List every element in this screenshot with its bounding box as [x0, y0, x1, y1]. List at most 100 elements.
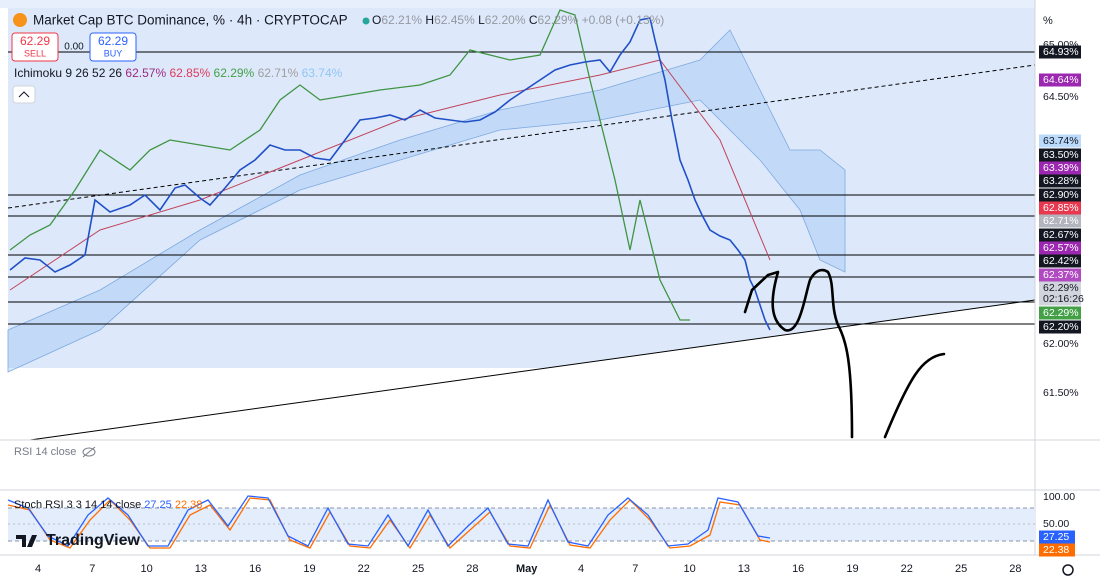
- market-status: [362, 17, 370, 25]
- rsi-legend[interactable]: RSI 14 close: [14, 446, 76, 458]
- ohlc-key: H: [425, 13, 434, 27]
- price-label-bg: [1039, 201, 1081, 215]
- buy-price: 62.29: [98, 34, 128, 48]
- sell-label: SELL: [24, 48, 46, 58]
- price-label: 62.90%: [1043, 189, 1079, 201]
- time-label: 4: [578, 563, 584, 575]
- time-label: 13: [738, 563, 750, 575]
- time-label: 25: [955, 563, 967, 575]
- dashed-trendline: [7, 64, 1036, 209]
- sell-button[interactable]: [11, 32, 59, 62]
- price-line: [9, 17, 771, 331]
- ichimoku-value: 62.85%: [169, 66, 210, 80]
- price-label-bg: [1039, 161, 1081, 175]
- hidden-eye-slash: [82, 446, 96, 458]
- stoch-d-label: 22.38: [1043, 544, 1069, 556]
- price-unit[interactable]: %: [1043, 15, 1053, 27]
- price-label: 62.37%: [1043, 269, 1079, 281]
- hidden-eye-icon[interactable]: [82, 447, 96, 457]
- price-label-bg: [1039, 214, 1081, 228]
- price-label: 62.85%: [1043, 202, 1079, 214]
- settings-icon[interactable]: [1062, 564, 1074, 576]
- price-label: 62.71%: [1043, 215, 1079, 227]
- price-label: 63.39%: [1043, 162, 1079, 174]
- time-label: 10: [140, 563, 152, 575]
- price-label-bg: [1039, 306, 1081, 320]
- price-label: 63.28%: [1043, 175, 1079, 187]
- ohlc-value: 62.21%: [381, 13, 422, 27]
- time-label: 22: [901, 563, 913, 575]
- stoch-axis-label: 50.00: [1043, 518, 1069, 530]
- ichimoku-value: 63.74%: [302, 66, 343, 80]
- stoch-d-label-bg: [1039, 543, 1075, 557]
- ichimoku-value: 62.71%: [258, 66, 299, 80]
- price-label-bg: [1039, 320, 1081, 334]
- horizontal-levels: [8, 51, 1035, 325]
- price-label: 63.50%: [1043, 149, 1079, 161]
- time-label: 4: [35, 563, 41, 575]
- stoch-band: [8, 508, 1035, 541]
- price-label: 64.64%: [1043, 74, 1079, 86]
- price-label: 62.42%: [1043, 255, 1079, 267]
- price-label-bg: [1039, 281, 1081, 295]
- ichimoku-value: 62.29%: [214, 66, 255, 80]
- price-label-bg: [1039, 134, 1081, 148]
- price-label-bg: [1039, 45, 1081, 59]
- unit-box: [1039, 10, 1095, 30]
- ohlc-value: 62.20%: [485, 13, 526, 27]
- price-label-bg: [1039, 268, 1081, 282]
- price-label: 61.50%: [1043, 387, 1079, 399]
- stoch-d-value: 22.38: [175, 499, 203, 511]
- price-label: 63.74%: [1043, 135, 1079, 147]
- time-label: 28: [1009, 563, 1021, 575]
- time-label: 13: [195, 563, 207, 575]
- time-label: 25: [412, 563, 424, 575]
- ohlc-key: L: [478, 13, 485, 27]
- price-label-bg: [1039, 292, 1081, 306]
- price-label-bg: [1039, 174, 1081, 188]
- collapse-icon: [18, 91, 30, 98]
- price-label-bg: [1039, 254, 1081, 268]
- time-label: 19: [846, 563, 858, 575]
- price-label-bg: [1039, 148, 1081, 162]
- kijun-line: [9, 59, 771, 291]
- lagging-span: [9, 9, 690, 321]
- ohlc-value: 62.45%: [434, 13, 475, 27]
- stoch-k-line: [7, 495, 771, 548]
- price-label-bg: [1039, 188, 1081, 202]
- time-label: 16: [792, 563, 804, 575]
- stoch-legend[interactable]: Stoch RSI 3 3 14 14 close 27.25 22.38: [14, 499, 202, 511]
- support-trendline: [29, 299, 1036, 441]
- stoch-axis-label: 100.00: [1043, 491, 1075, 503]
- time-label: 28: [466, 563, 478, 575]
- price-label: 62.67%: [1043, 229, 1079, 241]
- collapse-button[interactable]: [12, 85, 36, 104]
- time-label: 7: [632, 563, 638, 575]
- time-label: 7: [89, 563, 95, 575]
- time-label: 22: [358, 563, 370, 575]
- ohlc-values: O62.21% H62.45% L62.20% C62.29% +0.08 (+…: [372, 13, 664, 27]
- price-label: 62.20%: [1043, 321, 1079, 333]
- ohlc-value: 62.29%: [538, 13, 579, 27]
- spread: 0.00: [64, 42, 84, 53]
- price-label: 64.50%: [1043, 91, 1079, 103]
- ichimoku-cloud: [7, 29, 846, 373]
- symbol-title[interactable]: Market Cap BTC Dominance, % · 4h · CRYPT…: [33, 13, 348, 28]
- tv-logo: [16, 535, 37, 547]
- time-label: 10: [683, 563, 695, 575]
- branding: TradingView: [46, 532, 141, 549]
- ohlc-change: +0.08 (+0.13%): [582, 13, 665, 27]
- stoch-k-value: 27.25: [144, 499, 172, 511]
- buy-label: BUY: [104, 48, 123, 58]
- price-label: 62.29%: [1043, 282, 1079, 294]
- buy-button[interactable]: [89, 32, 137, 62]
- ichimoku-value: 62.57%: [125, 66, 166, 80]
- price-label-bg: [1039, 241, 1081, 255]
- price-label-bg: [1039, 73, 1081, 87]
- price-label: 64.93%: [1043, 46, 1079, 58]
- ohlc-key: C: [529, 13, 538, 27]
- price-label: 62.00%: [1043, 338, 1079, 350]
- ichimoku-legend[interactable]: Ichimoku 9 26 52 26 62.57% 62.85% 62.29%…: [14, 66, 343, 80]
